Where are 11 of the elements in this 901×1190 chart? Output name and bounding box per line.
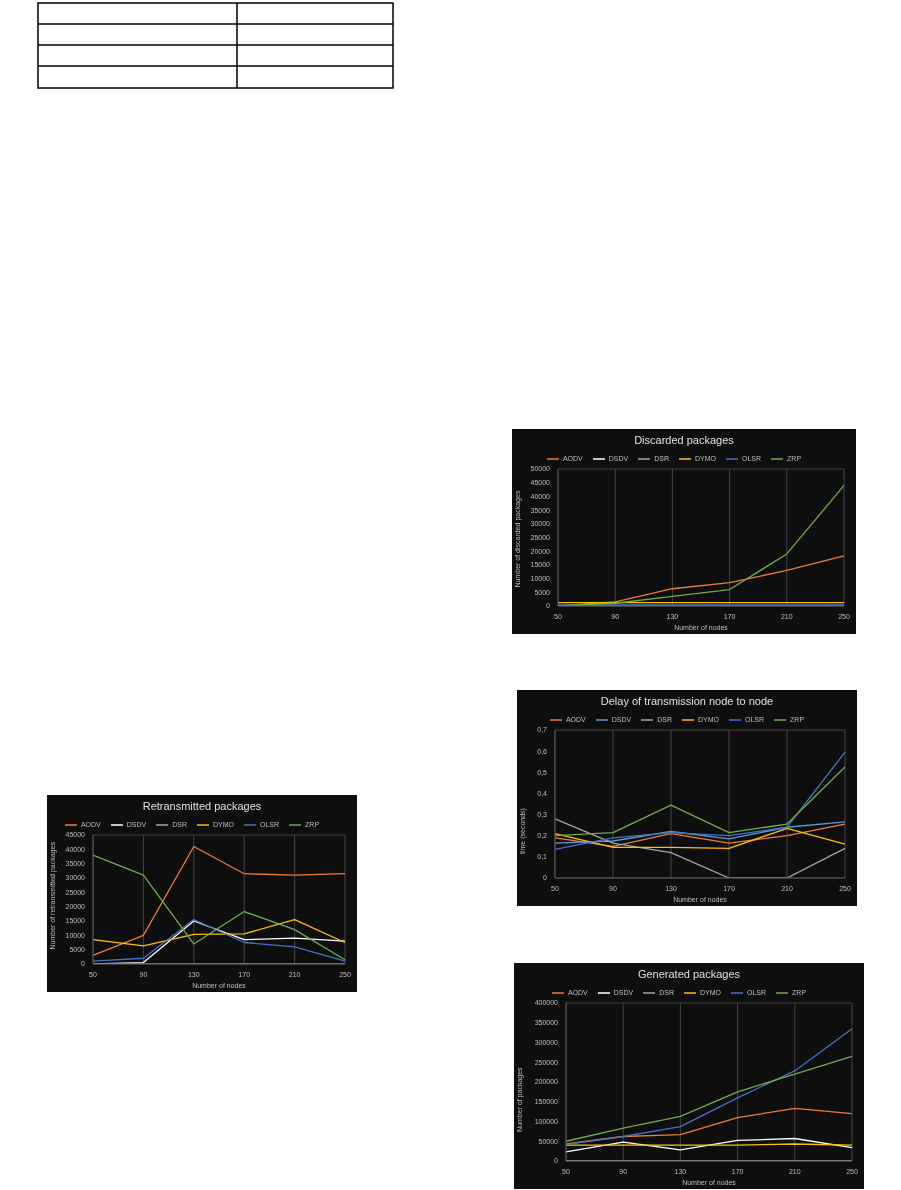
line-series: [554, 751, 846, 851]
line-series: [92, 918, 346, 947]
chart-title: Delay of transmission node to node: [599, 694, 775, 709]
line-series: [554, 766, 846, 837]
line-series: [565, 1137, 853, 1153]
line-series: [565, 1055, 853, 1142]
chart-title: Generated packages: [636, 967, 742, 982]
chart-title: Discarded packages: [633, 433, 735, 448]
line-series: [565, 1107, 853, 1145]
chart-title: Retransmitted packages: [141, 799, 263, 814]
line-series: [565, 1028, 853, 1146]
